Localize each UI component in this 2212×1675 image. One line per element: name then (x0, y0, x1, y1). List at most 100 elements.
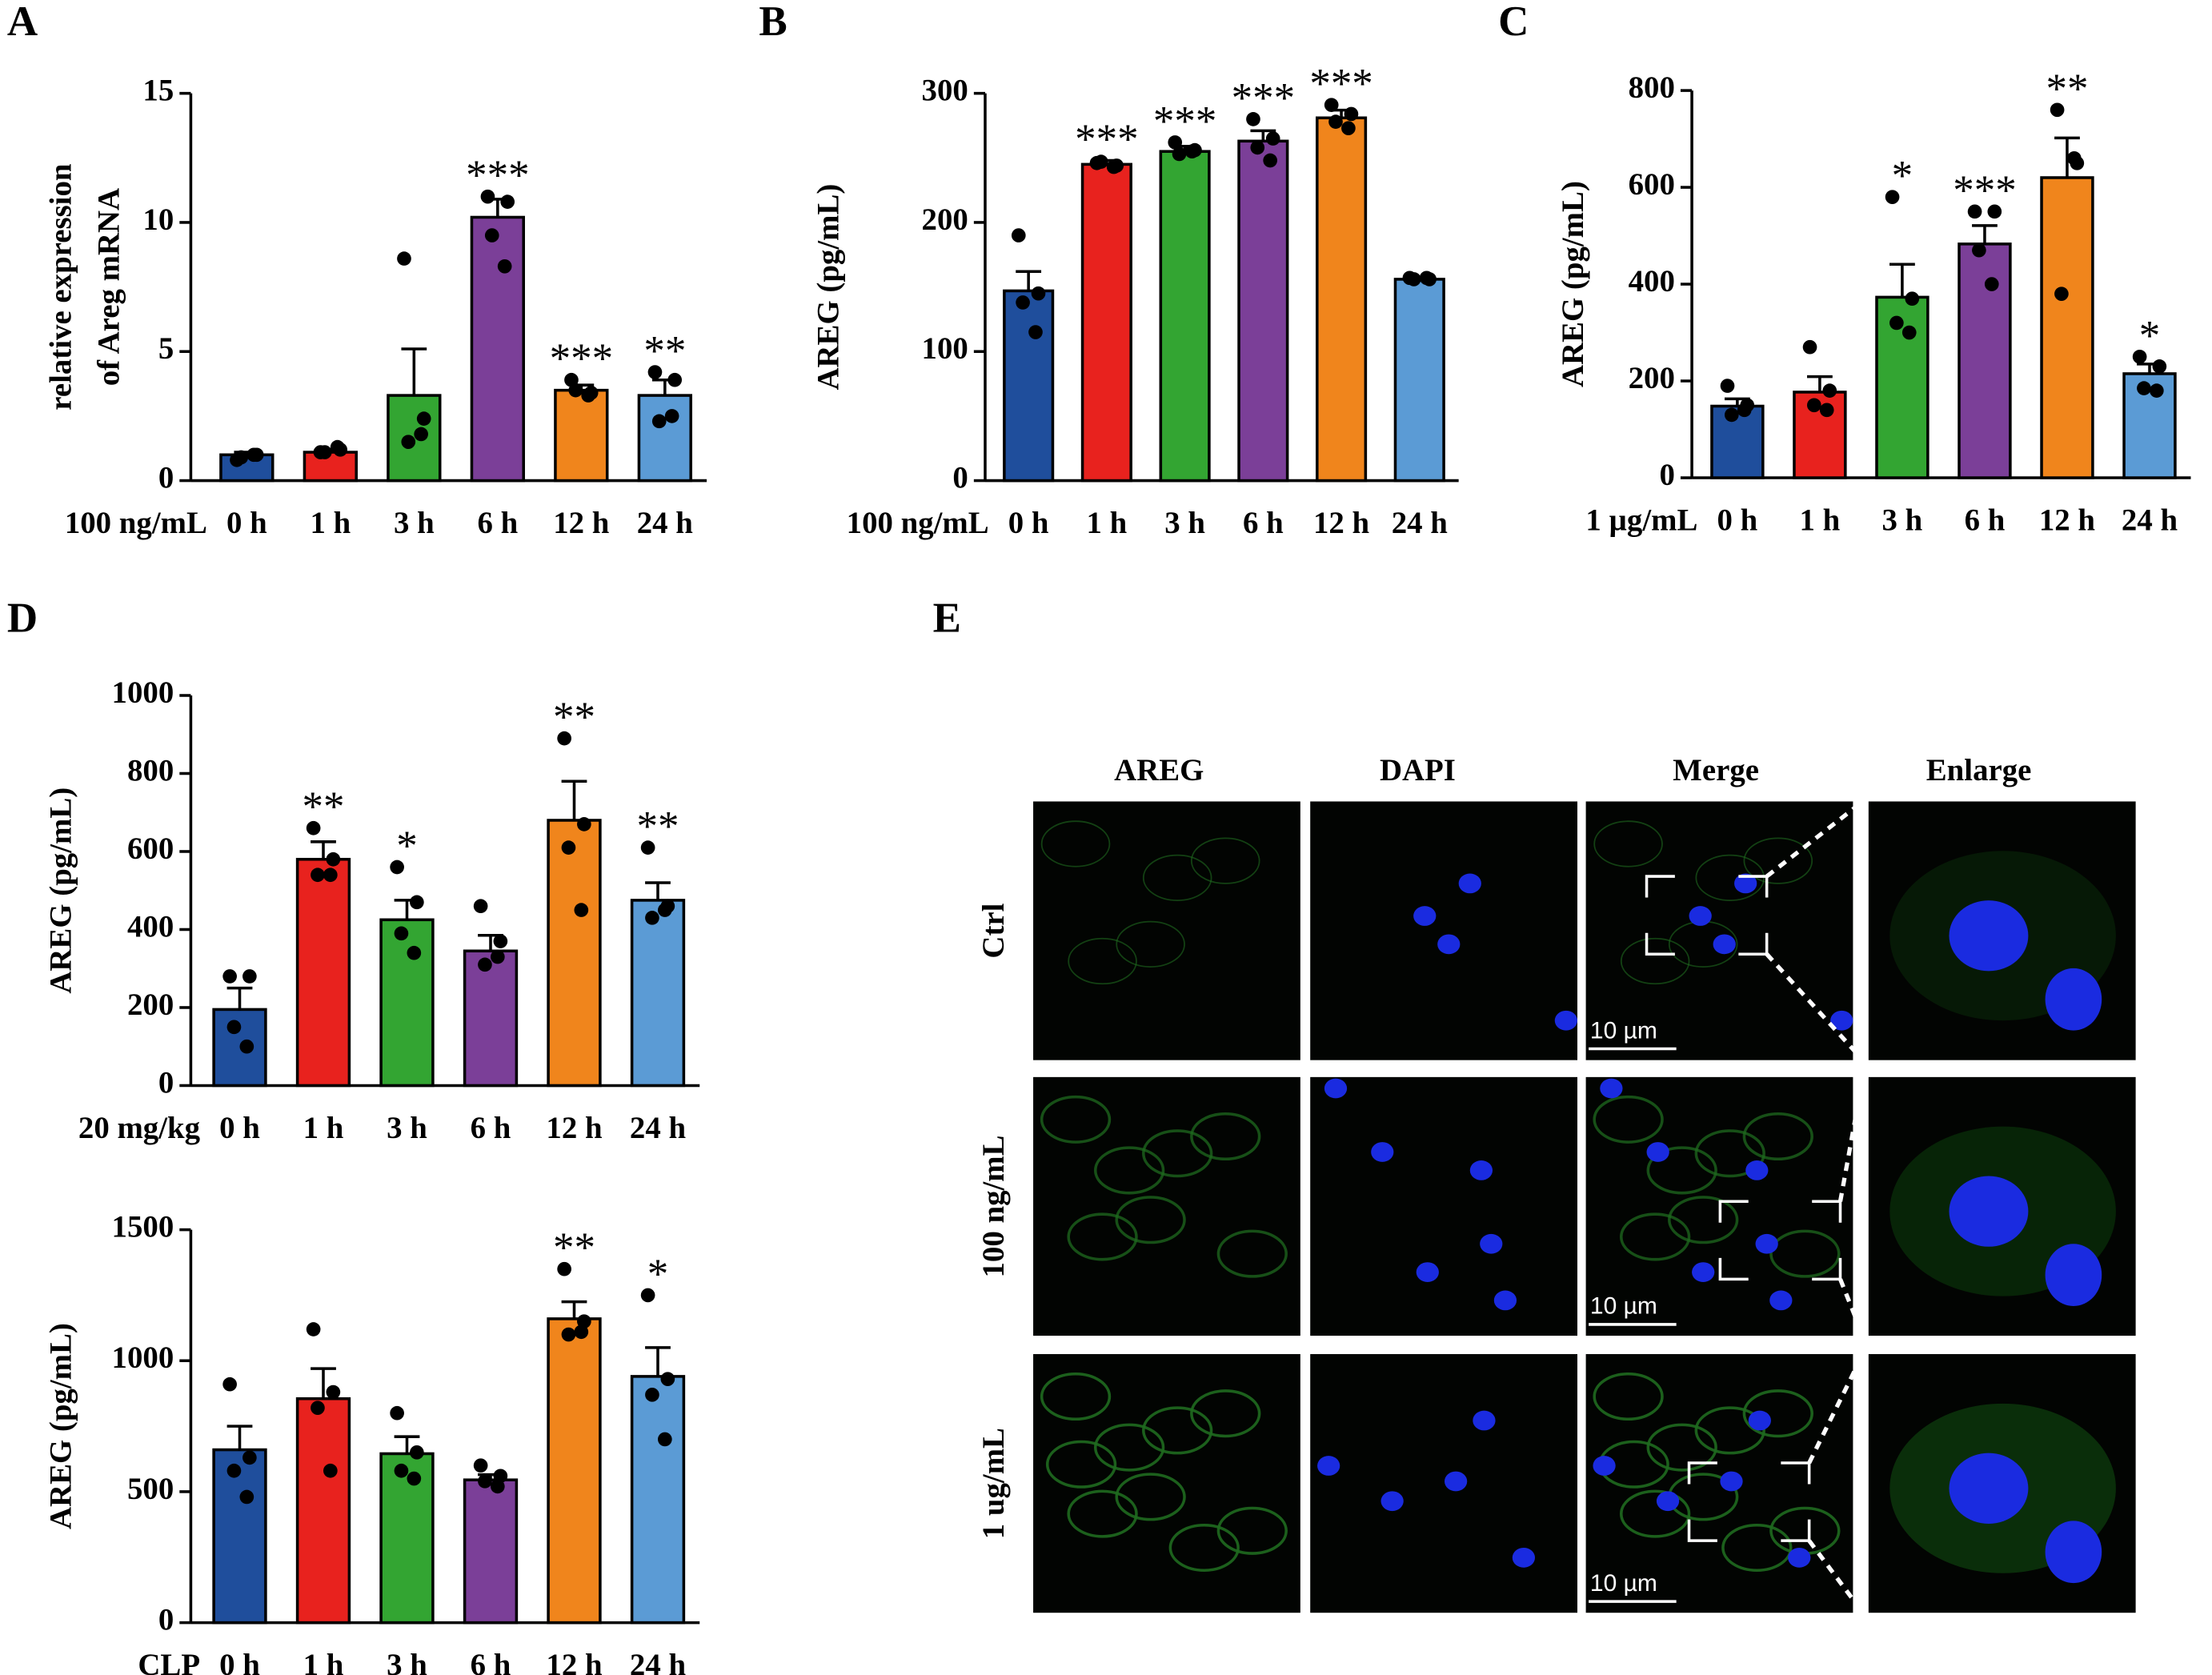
cell (1694, 1129, 1765, 1178)
error-bar (1972, 224, 1998, 244)
data-point (640, 1288, 655, 1303)
nucleus (1692, 1262, 1715, 1282)
x-tick-label: 24 h (630, 1111, 687, 1145)
significance: ** (553, 695, 595, 741)
significance: * (647, 1251, 668, 1297)
data-point (1344, 106, 1359, 122)
x-tick-label: 6 h (477, 506, 518, 540)
cell (1115, 1196, 1186, 1244)
x-tick-label: 0 h (226, 506, 267, 540)
data-point (311, 868, 325, 883)
y-tick-label: 600 (1629, 167, 1675, 202)
x-group-label: 20 mg/kg (78, 1111, 201, 1145)
data-point (1901, 325, 1917, 340)
nucleus (1769, 1290, 1793, 1311)
data-point (490, 949, 505, 964)
cell (1190, 1112, 1261, 1161)
y-tick-label: 0 (158, 1065, 174, 1100)
error-bar (226, 986, 253, 1010)
micrograph (1310, 1076, 1578, 1336)
x-tick-label: 12 h (1313, 506, 1370, 540)
data-point (1819, 403, 1834, 418)
panel-letter: D (7, 595, 38, 641)
y-tick-label: 800 (127, 753, 174, 787)
cell (1116, 920, 1185, 968)
y-axis-label: AREG (pg/mL) (1556, 181, 1590, 387)
error-bar (1807, 375, 1833, 392)
bar (379, 918, 435, 1088)
nucleus (1437, 934, 1461, 955)
x-tick-label: 0 h (219, 1111, 260, 1145)
nucleus (1469, 1160, 1493, 1180)
y-axis-label: relative expression (43, 163, 78, 411)
significance: *** (1075, 116, 1138, 162)
y-tick-label: 800 (1629, 70, 1675, 105)
nucleus (1480, 1233, 1503, 1254)
scale-bar-label: 10 µm (1590, 1293, 1657, 1320)
row-label: 100 ng/mL (976, 1135, 1011, 1277)
bar (295, 857, 351, 1088)
nucleus (1380, 1491, 1404, 1512)
column-header: Merge (1673, 753, 1759, 787)
error-bar (561, 1300, 587, 1319)
y-tick-label: 400 (1629, 264, 1675, 299)
significance: *** (1309, 61, 1372, 107)
nucleus (1458, 873, 1481, 894)
nucleus (1949, 1176, 2029, 1247)
significance: *** (1953, 167, 2016, 214)
cell (1620, 937, 1690, 985)
cell (1646, 1423, 1717, 1472)
cell (1040, 1095, 1112, 1144)
nucleus (1788, 1547, 1811, 1568)
micrograph (1310, 1354, 1578, 1613)
cell (1093, 1146, 1165, 1195)
data-point (1328, 114, 1343, 129)
data-point (2137, 381, 2151, 395)
x-tick-label: 12 h (2039, 503, 2096, 537)
error-bar (394, 1435, 420, 1454)
y-tick-label: 200 (1629, 361, 1675, 395)
panel-letter: C (1498, 0, 1529, 45)
nucleus (1713, 934, 1736, 955)
data-point (1324, 98, 1339, 112)
data-point (1265, 131, 1280, 146)
x-tick-label: 1 h (1087, 506, 1128, 540)
data-point (390, 1405, 404, 1421)
data-point (473, 1458, 488, 1473)
cell (1646, 1146, 1717, 1195)
nucleus (2045, 1244, 2102, 1306)
x-tick-label: 3 h (1882, 503, 1923, 537)
nucleus (1830, 1010, 1853, 1031)
data-point (1341, 121, 1356, 136)
nucleus (2045, 1521, 2102, 1584)
row-label: 1 ug/mL (976, 1428, 1011, 1539)
cell (1593, 820, 1663, 868)
column-header: DAPI (1380, 753, 1456, 787)
cell (1216, 1506, 1288, 1555)
y-tick-label: 100 (922, 331, 968, 366)
y-tick-label: 600 (127, 831, 174, 866)
significance: ** (637, 803, 679, 850)
significance: * (2139, 313, 2160, 359)
nucleus (1512, 1547, 1536, 1568)
data-point (222, 1376, 237, 1392)
error-bar (645, 881, 671, 900)
cell (1067, 1212, 1138, 1261)
x-tick-label: 12 h (546, 1648, 603, 1675)
y-tick-label: 0 (1659, 458, 1674, 492)
scale-bar-label: 10 µm (1590, 1017, 1657, 1044)
cell (1216, 1229, 1288, 1278)
data-point (1822, 383, 1837, 398)
y-tick-label: 0 (158, 1603, 174, 1637)
data-point (667, 372, 683, 387)
y-tick-label: 1000 (112, 675, 174, 710)
y-tick-label: 0 (158, 460, 174, 495)
data-point (657, 1432, 672, 1447)
bar (1958, 242, 2012, 479)
x-tick-label: 24 h (637, 506, 694, 540)
significance: * (1892, 153, 1913, 199)
micrograph (1033, 1076, 1300, 1336)
y-tick-label: 500 (127, 1472, 174, 1506)
data-point (311, 1401, 325, 1416)
